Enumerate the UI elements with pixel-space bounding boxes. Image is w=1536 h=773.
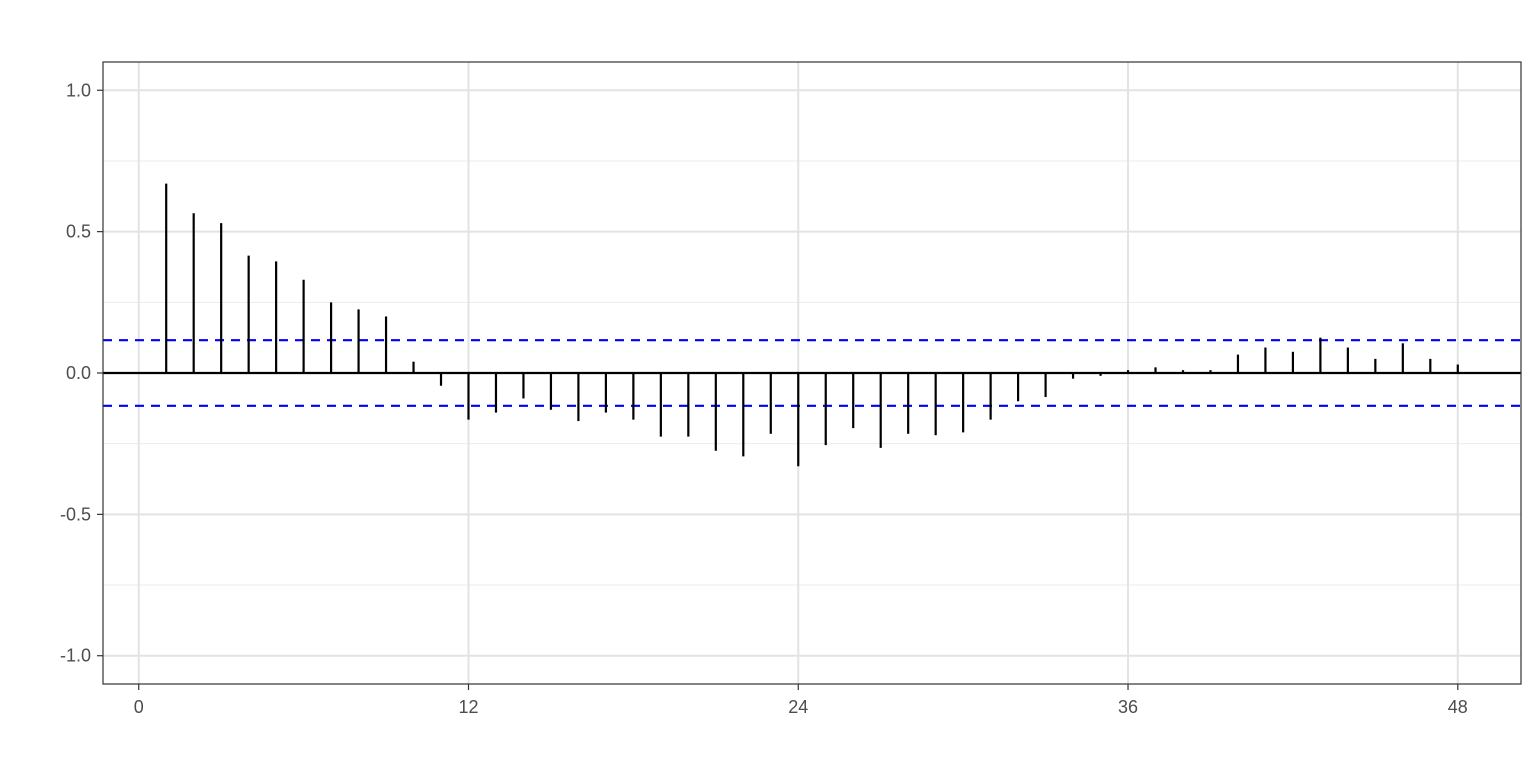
y-tick-label: 0.0 [66,363,91,383]
y-tick-label: -1.0 [60,646,91,666]
x-tick-label: 36 [1118,697,1138,717]
x-tick-label: 48 [1448,697,1468,717]
y-tick-label: 0.5 [66,222,91,242]
y-tick-label: 1.0 [66,80,91,100]
x-tick-label: 12 [458,697,478,717]
x-tick-label: 0 [134,697,144,717]
tick-labels: -1.0 -0.5 0.0 0.5 1.0 0 12 24 36 48 [60,80,1468,717]
acf-bars [103,183,1521,467]
confidence-band [103,339,1521,407]
x-tick-label: 24 [788,697,808,717]
axes [97,61,1522,690]
y-tick-label: -0.5 [60,504,91,524]
